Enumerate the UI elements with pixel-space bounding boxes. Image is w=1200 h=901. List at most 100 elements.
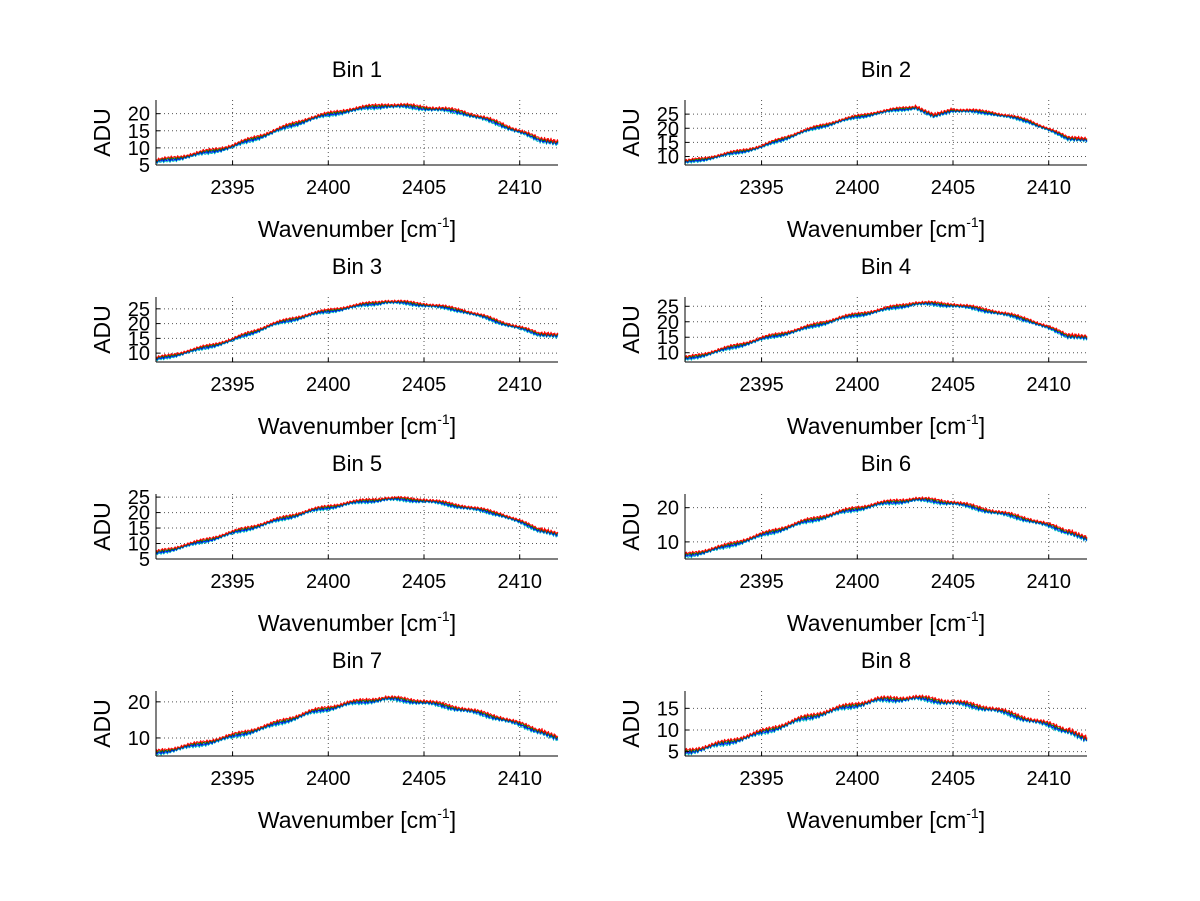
y-tick-label: 20: [657, 312, 679, 334]
series-line: [155, 696, 559, 755]
series-line: [684, 496, 1088, 555]
y-tick-label: 20: [657, 498, 679, 520]
y-tick-label: 10: [128, 138, 150, 160]
y-tick-label: 25: [657, 296, 679, 318]
y-tick-label: 15: [657, 698, 679, 720]
y-tick-label: 10: [657, 720, 679, 742]
x-tick-label: 2400: [306, 571, 351, 593]
x-tick-label: 2405: [931, 177, 976, 199]
subplot-6: 2395 2400 2405 2410 10 20 Bin 6 Wavenumber [cm-…: [618, 451, 1088, 636]
x-tick-label: 2410: [1026, 177, 1071, 199]
series-line: [155, 102, 559, 162]
subplot-title: Bin 6: [861, 451, 911, 476]
x-tick-label: 2395: [210, 571, 255, 593]
y-tick-label: 15: [128, 121, 150, 143]
x-axis-label: Wavenumber [cm-1]: [787, 411, 985, 439]
x-tick-label: 2400: [835, 768, 880, 790]
x-tick-label: 2410: [497, 177, 542, 199]
y-tick-label: 10: [657, 147, 679, 169]
y-tick-label: 20: [128, 692, 150, 714]
x-tick-label: 2400: [835, 177, 880, 199]
series-line: [155, 495, 559, 553]
subplot-title: Bin 8: [861, 648, 911, 673]
subplot-title: Bin 7: [332, 648, 382, 673]
y-axis-label: ADU: [89, 699, 115, 748]
y-tick-label: 5: [668, 742, 679, 764]
subplot-title: Bin 1: [332, 57, 382, 82]
x-tick-label: 2410: [1026, 571, 1071, 593]
series-line: [684, 106, 1088, 164]
y-axis-label: ADU: [618, 108, 644, 157]
y-axis-label: ADU: [89, 108, 115, 157]
y-axis-label: ADU: [618, 699, 644, 748]
series-line: [155, 697, 559, 756]
y-tick-label: 20: [128, 503, 150, 525]
y-axis-label: ADU: [618, 502, 644, 551]
x-tick-label: 2395: [210, 768, 255, 790]
y-tick-label: 15: [128, 518, 150, 540]
subplot-title: Bin 5: [332, 451, 382, 476]
y-tick-label: 5: [139, 549, 150, 571]
series-line: [684, 696, 1088, 756]
x-tick-label: 2395: [210, 374, 255, 396]
x-tick-label: 2395: [739, 177, 784, 199]
y-tick-label: 5: [139, 155, 150, 177]
x-axis-label: Wavenumber [cm-1]: [258, 411, 456, 439]
x-axis-label: Wavenumber [cm-1]: [787, 805, 985, 833]
series-line: [684, 695, 1088, 753]
x-tick-label: 2410: [497, 768, 542, 790]
y-tick-label: 15: [128, 328, 150, 350]
y-tick-label: 10: [657, 343, 679, 365]
series-line: [155, 695, 559, 753]
subplot-7: 2395 2400 2405 2410 10 20 Bin 7 Wavenumber [cm-…: [89, 648, 559, 833]
subplot-title: Bin 3: [332, 254, 382, 279]
subplot-title: Bin 2: [861, 57, 911, 82]
y-axis-label: ADU: [89, 502, 115, 551]
series-line: [684, 300, 1088, 359]
y-tick-label: 25: [128, 487, 150, 509]
y-tick-label: 15: [657, 132, 679, 154]
series-line: [684, 104, 1088, 162]
x-tick-label: 2405: [402, 571, 447, 593]
series-line: [155, 300, 559, 361]
y-tick-label: 20: [128, 314, 150, 336]
x-tick-label: 2395: [739, 374, 784, 396]
y-axis-label: ADU: [618, 305, 644, 354]
x-axis-label: Wavenumber [cm-1]: [787, 608, 985, 636]
x-tick-label: 2410: [1026, 768, 1071, 790]
x-tick-label: 2405: [931, 571, 976, 593]
y-tick-label: 10: [128, 343, 150, 365]
x-tick-label: 2405: [402, 177, 447, 199]
x-axis-label: Wavenumber [cm-1]: [258, 805, 456, 833]
series-line: [155, 103, 559, 162]
series-line: [684, 105, 1088, 163]
series-line: [684, 498, 1088, 558]
x-tick-label: 2400: [306, 768, 351, 790]
y-tick-label: 20: [657, 118, 679, 140]
x-tick-label: 2400: [835, 571, 880, 593]
series-line: [155, 497, 558, 555]
series-line: [155, 300, 559, 360]
y-tick-label: 15: [657, 327, 679, 349]
x-tick-label: 2395: [739, 768, 784, 790]
x-tick-label: 2410: [1026, 374, 1071, 396]
x-tick-label: 2395: [210, 177, 255, 199]
x-axis-label: Wavenumber [cm-1]: [258, 214, 456, 242]
series-line: [684, 498, 1088, 559]
y-axis-label: ADU: [89, 305, 115, 354]
subplot-title: Bin 4: [861, 254, 911, 279]
series-line: [155, 498, 559, 556]
series-line: [155, 299, 559, 359]
x-tick-label: 2410: [497, 374, 542, 396]
series-line: [684, 696, 1088, 755]
series-line: [155, 105, 559, 164]
series-line: [155, 301, 558, 362]
x-tick-label: 2405: [402, 768, 447, 790]
